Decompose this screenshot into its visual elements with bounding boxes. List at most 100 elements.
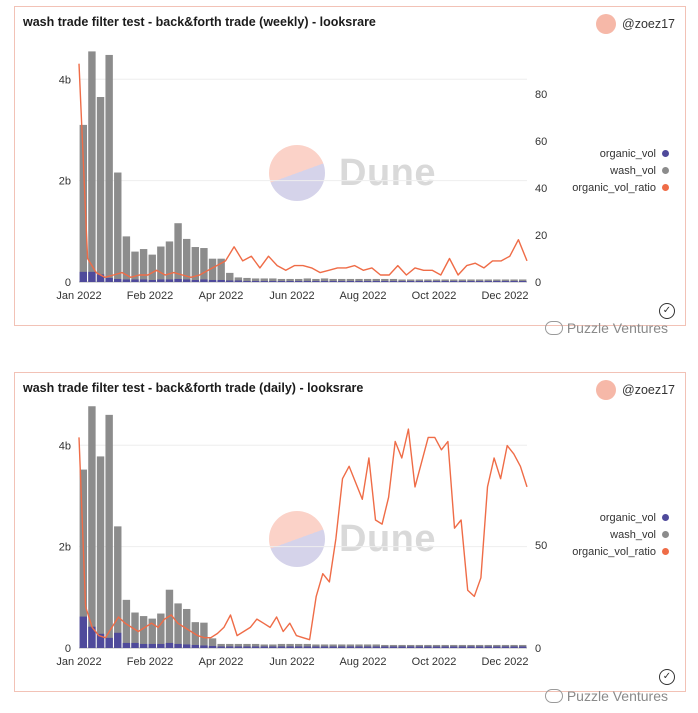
x-tick-label: Jun 2022 bbox=[269, 656, 314, 668]
legend-swatch bbox=[662, 548, 669, 555]
wash-vol-bar bbox=[148, 618, 156, 648]
wash-vol-bar bbox=[415, 279, 424, 282]
organic-vol-bar bbox=[406, 646, 415, 648]
organic-vol-bar bbox=[363, 646, 372, 648]
wash-vol-bar bbox=[114, 172, 122, 282]
x-tick-label: Feb 2022 bbox=[127, 656, 173, 668]
wash-vol-bar bbox=[286, 278, 294, 282]
wash-vol-bar bbox=[88, 51, 96, 282]
wash-vol-bar bbox=[165, 241, 174, 282]
organic-vol-bar bbox=[251, 646, 260, 648]
wash-vol-bar bbox=[484, 279, 492, 282]
wash-vol-bar bbox=[243, 277, 251, 282]
organic-vol-bar bbox=[510, 646, 518, 648]
legend-item-wash-vol[interactable]: wash_vol bbox=[572, 162, 669, 179]
dune-watermark: Dune bbox=[269, 145, 436, 201]
wash-vol-bar bbox=[208, 258, 217, 282]
y-right-tick-label: 80 bbox=[535, 89, 547, 101]
wash-vol-bar bbox=[182, 238, 191, 282]
legend-swatch bbox=[662, 184, 669, 191]
organic-vol-bar bbox=[226, 646, 234, 648]
organic-vol-bar bbox=[432, 280, 441, 282]
wash-vol-bar bbox=[277, 278, 286, 282]
wash-vol-bar bbox=[260, 644, 268, 648]
x-tick-label: Jan 2022 bbox=[56, 290, 101, 302]
wash-vol-bar bbox=[441, 279, 449, 282]
wash-vol-bar bbox=[114, 526, 122, 648]
footer-watermark: Puzzle Ventures bbox=[544, 320, 668, 336]
organic-vol-bar bbox=[424, 280, 432, 282]
organic-vol-bar bbox=[114, 632, 122, 648]
wash-vol-bar bbox=[493, 279, 501, 282]
organic-vol-bar bbox=[217, 646, 225, 648]
organic-vol-bar bbox=[450, 280, 458, 282]
wash-vol-bar bbox=[234, 643, 243, 648]
organic-vol-bar bbox=[157, 643, 165, 648]
organic-vol-bar bbox=[294, 646, 303, 648]
organic-vol-bar bbox=[303, 280, 312, 282]
wash-vol-bar bbox=[389, 278, 398, 282]
legend-item-organic-vol[interactable]: organic_vol bbox=[572, 145, 669, 162]
wash-vol-bar bbox=[372, 278, 380, 282]
check-circle-icon[interactable]: ✓ bbox=[659, 303, 675, 319]
wash-vol-bar bbox=[251, 643, 260, 648]
organic-vol-bar bbox=[312, 646, 320, 648]
y-right-tick-label: 50 bbox=[535, 540, 547, 552]
daily-chart: 0 2b 4b 0 50 Jan 2022 Feb 2022 Apr 2022 Jun 2022… bbox=[56, 406, 547, 668]
wash-vol-bar bbox=[88, 406, 96, 648]
organic-vol-bar bbox=[165, 279, 174, 282]
wash-vol-bar bbox=[312, 278, 320, 282]
organic-vol-bar bbox=[260, 646, 268, 648]
organic-vol-bar bbox=[286, 280, 294, 282]
y-right-tick-label: 20 bbox=[535, 230, 547, 242]
x-tick-label: Jun 2022 bbox=[269, 290, 314, 302]
legend-item-organic-vol-ratio[interactable]: organic_vol_ratio bbox=[572, 179, 669, 196]
y-left-tick-label: 2b bbox=[59, 176, 71, 188]
organic-vol-bar bbox=[269, 280, 277, 282]
watermark-text: Dune bbox=[339, 517, 436, 560]
organic-vol-bar bbox=[286, 646, 294, 648]
panel-title: wash trade filter test - back&forth trad… bbox=[23, 381, 364, 395]
wash-vol-bar bbox=[424, 279, 432, 282]
organic-vol-bar bbox=[432, 646, 441, 648]
wash-vol-bar bbox=[131, 251, 139, 282]
organic-vol-bar bbox=[450, 646, 458, 648]
author-badge[interactable]: @zoez17 bbox=[596, 13, 675, 35]
check-circle-icon[interactable]: ✓ bbox=[659, 669, 675, 685]
organic-vol-bar bbox=[243, 646, 251, 648]
organic-vol-bar bbox=[493, 646, 501, 648]
wash-vol-bar bbox=[139, 616, 148, 648]
organic-vol-bar bbox=[226, 280, 234, 282]
legend-item-organic-vol[interactable]: organic_vol bbox=[572, 509, 669, 526]
organic-vol-bar bbox=[105, 277, 113, 282]
organic-vol-bar bbox=[415, 280, 424, 282]
organic-vol-bar bbox=[182, 279, 191, 282]
author-badge[interactable]: @zoez17 bbox=[596, 379, 675, 401]
wash-vol-bar bbox=[303, 278, 312, 282]
y-right-tick-label: 40 bbox=[535, 183, 547, 195]
y-right-tick-label: 60 bbox=[535, 136, 547, 148]
organic-vol-bar bbox=[105, 637, 113, 648]
legend-item-wash-vol[interactable]: wash_vol bbox=[572, 526, 669, 543]
wash-vol-bar bbox=[226, 643, 234, 648]
wash-vol-bar bbox=[286, 643, 294, 648]
organic-vol-bar bbox=[320, 646, 329, 648]
dune-logo-icon bbox=[269, 511, 325, 567]
wash-vol-bar bbox=[165, 589, 174, 648]
organic-vol-bar bbox=[114, 278, 122, 282]
x-tick-label: Jan 2022 bbox=[56, 656, 101, 668]
legend-item-organic-vol-ratio[interactable]: organic_vol_ratio bbox=[572, 543, 669, 560]
organic-vol-bar bbox=[122, 279, 131, 282]
panel-title: wash trade filter test - back&forth trad… bbox=[23, 15, 376, 29]
wash-vol-bar bbox=[148, 254, 156, 282]
organic-vol-bar bbox=[139, 643, 148, 648]
organic-vol-bar bbox=[329, 646, 337, 648]
organic-vol-bar bbox=[303, 646, 312, 648]
x-tick-label: Dec 2022 bbox=[481, 656, 528, 668]
organic-vol-bar bbox=[338, 646, 346, 648]
wash-vol-bar bbox=[226, 272, 234, 282]
wash-vol-bar bbox=[200, 248, 208, 282]
organic-vol-bar bbox=[406, 280, 415, 282]
y-left-tick-label: 4b bbox=[59, 440, 71, 452]
wash-vol-bar bbox=[467, 279, 475, 282]
